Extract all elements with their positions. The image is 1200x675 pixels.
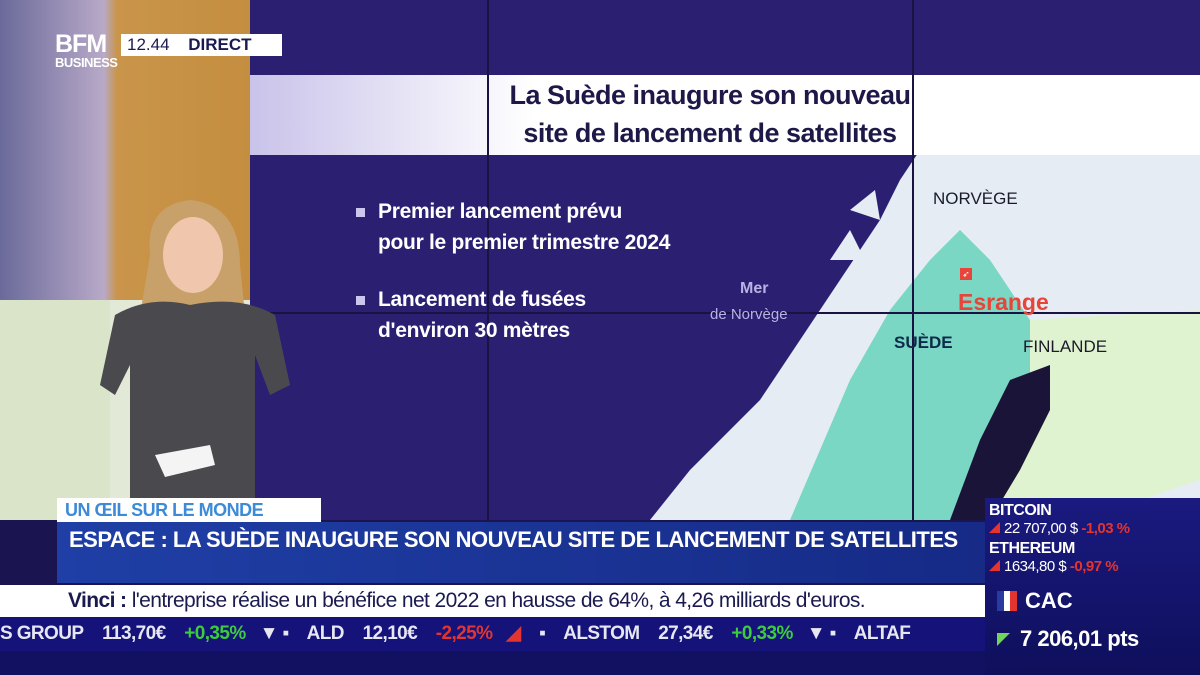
bottom-bar — [0, 651, 985, 675]
crypto-name: BITCOIN — [989, 502, 1052, 519]
map-coast-islands — [830, 190, 880, 260]
logo-text: BFM — [55, 30, 107, 58]
ticker-item: ALSTOM 27,34€ +0,33% ▼ ▪ — [563, 623, 836, 644]
crypto-price: 1634,80 $ — [1004, 558, 1067, 575]
bullet-item: Premier lancement prévu pour le premier … — [356, 196, 670, 258]
studio-panel — [0, 300, 110, 520]
map-label-esrange: Esrange — [958, 289, 1049, 315]
bullet-item: Lancement de fusées d'environ 30 mètres — [356, 284, 586, 346]
live-badge: 12.44 DIRECT — [121, 34, 282, 56]
map — [650, 150, 1200, 520]
stock-name: ALD — [306, 623, 345, 644]
arrow-down-icon — [989, 560, 1000, 571]
arrow-down-icon — [997, 633, 1010, 646]
crypto-change: -0,97 % — [1069, 558, 1119, 575]
title-line: site de lancement de satellites — [523, 118, 897, 148]
arrow-down-icon — [989, 522, 1000, 533]
live-label: DIRECT — [188, 35, 252, 54]
france-flag-icon — [997, 591, 1018, 611]
index-value-row: 7 206,01 pts — [997, 626, 1139, 652]
news-subject: Vinci : — [68, 589, 127, 612]
bullet-text: Premier lancement prévu — [378, 200, 623, 223]
crypto-bitcoin: BITCOIN 22 707,00 $ -1,03 % — [989, 502, 1130, 538]
ticker-item: S GROUP 113,70€ +0,35% ▼ ▪ — [0, 623, 289, 644]
segment-tag: UN ŒIL SUR LE MONDE — [57, 498, 321, 522]
stock-price: 113,70€ — [102, 623, 166, 644]
stock-ticker: S GROUP 113,70€ +0,35% ▼ ▪ ALD 12,10€ -2,… — [0, 617, 985, 651]
bullet-text: Lancement de fusées — [378, 288, 586, 311]
bullet-icon — [356, 296, 365, 305]
crypto-change: -1,03 % — [1081, 520, 1130, 537]
stock-price: 12,10€ — [362, 623, 418, 644]
stock-change: +0,35% — [184, 623, 246, 644]
crypto-price: 22 707,00 $ — [1004, 520, 1078, 537]
headline: ESPACE : LA SUÈDE INAUGURE SON NOUVEAU S… — [57, 522, 985, 583]
bullet-icon — [356, 208, 365, 217]
stock-name: ALTAF — [853, 623, 911, 644]
stock-change: +0,33% — [731, 623, 793, 644]
screen-divider — [250, 312, 1200, 314]
stock-price: 27,34€ — [658, 623, 713, 644]
stock-change: -2,25% — [435, 623, 493, 644]
ticker-item: ALTAF — [854, 623, 924, 644]
map-gulf — [950, 365, 1050, 520]
screen-divider — [487, 0, 489, 520]
map-label-sea: Mer — [740, 280, 769, 297]
screen-divider — [912, 0, 914, 520]
logo-text: BUSINESS — [55, 55, 118, 70]
map-sweden — [790, 230, 1030, 520]
index-name: CAC — [1025, 588, 1073, 613]
channel-logo: BFM BUSINESS — [55, 30, 118, 71]
stock-name: S GROUP — [0, 623, 84, 644]
map-label-sea: de Norvège — [710, 306, 788, 323]
news-text: l'entreprise réalise un bénéfice net 202… — [131, 589, 866, 612]
crypto-name: ETHEREUM — [989, 540, 1075, 557]
title-background — [250, 75, 1200, 155]
clock: 12.44 — [127, 35, 170, 54]
screen-title: La Suède inaugure son nouveau site de la… — [470, 76, 950, 152]
ticker-item: ALD 12,10€ -2,25% ◢ ▪ — [306, 623, 546, 644]
bullet-text: d'environ 30 mètres — [378, 319, 570, 342]
rocket-icon: ➶ — [960, 268, 972, 280]
news-crawl: Vinci : l'entreprise réalise un bénéfice… — [0, 585, 985, 617]
markets-panel: BITCOIN 22 707,00 $ -1,03 % ETHEREUM 163… — [985, 498, 1200, 675]
index-value: 7 206,01 pts — [1020, 626, 1139, 651]
bullet-text: pour le premier trimestre 2024 — [378, 231, 671, 254]
crypto-ethereum: ETHEREUM 1634,80 $ -0,97 % — [989, 540, 1119, 576]
map-label-finland: FINLANDE — [1023, 337, 1108, 356]
map-label-norway: NORVÈGE — [933, 189, 1018, 208]
map-label-sweden: SUÈDE — [894, 333, 953, 352]
stock-name: ALSTOM — [563, 623, 640, 644]
title-line: La Suède inaugure son nouveau — [509, 80, 911, 110]
presenter — [100, 200, 290, 500]
